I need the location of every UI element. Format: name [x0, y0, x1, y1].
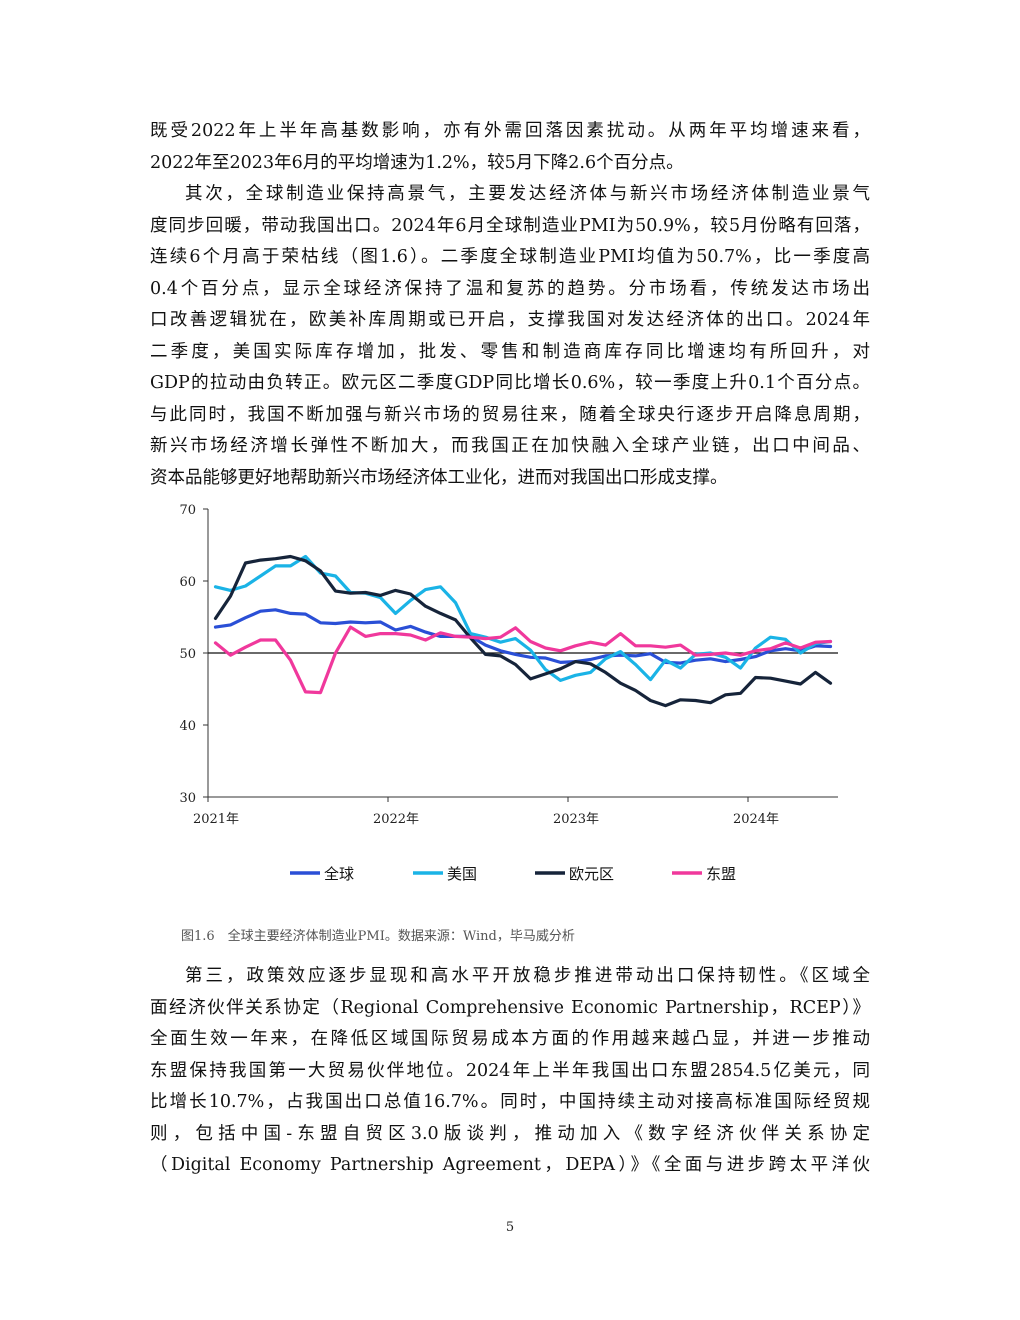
page-number: 5 [505, 1220, 515, 1235]
text-line: （Digital Economy Partnership Agreement，D… [150, 1155, 870, 1175]
text-line: GDP的拉动由负转正。欧元区二季度GDP同比增长0.6%，较一季度上升0.1个百… [150, 373, 870, 393]
legend-label: 东盟 [706, 865, 736, 883]
text-line: 其次，全球制造业保持高景气，主要发达经济体与新兴市场经济体制造业景气 [185, 184, 870, 204]
text-line: 连续6个月高于荣枯线（图1.6）。二季度全球制造业PMI均值为50.7%，比一季… [150, 247, 870, 267]
series-line-1 [213, 554, 833, 682]
text-line: 第三，政策效应逐步显现和高水平开放稳步推进带动出口保持韧性。《区域全 [185, 966, 870, 986]
paragraph-continued: 既受2022年上半年高基数影响，亦有外需回落因素扰动。从两年平均增速来看， 20… [150, 116, 870, 179]
figure-caption: 图1.6 全球主要经济体制造业PMI。数据来源：Wind，毕马威分析 [181, 929, 575, 944]
text-line: 2022年至2023年6月的平均增速为1.2%，较5月下降2.6个百分点。 [150, 152, 684, 173]
x-tick-label: 2021年 [193, 812, 239, 827]
text-line: 则，包括中国-东盟自贸区3.0版谈判，推动加入《数字经济伙伴关系协定 [150, 1123, 870, 1144]
text-line: 0.4个百分点，显示全球经济保持了温和复苏的趋势。分市场看，传统发达市场出 [150, 278, 870, 299]
text-line: 口改善逻辑犹在，欧美补库周期或已开启，支撑我国对发达经济体的出口。2024年 [150, 310, 870, 330]
series-line-2 [213, 554, 833, 708]
text-line: 度同步回暖，带动我国出口。2024年6月全球制造业PMI为50.9%，较5月份略… [150, 215, 870, 236]
y-tick-label: 60 [179, 575, 196, 590]
text-line: 资本品能够更好地帮助新兴市场经济体工业化，进而对我国出口形成支撑。 [150, 467, 728, 488]
y-tick-label: 40 [179, 719, 196, 734]
x-tick-label: 2022年 [373, 812, 419, 827]
text-line: 比增长10.7%，占我国出口总值16.7%。同时，中国持续主动对接高标准国际经贸… [150, 1092, 870, 1112]
x-tick-label: 2023年 [553, 812, 599, 827]
text-line: 东盟保持我国第一大贸易伙伴地位。2024年上半年我国出口东盟2854.5亿美元，… [150, 1060, 870, 1081]
text-line: 全面生效一年来，在降低区域国际贸易成本方面的作用越来越凸显，并进一步推动 [150, 1029, 870, 1049]
legend-label: 全球 [324, 865, 354, 883]
paragraph-policy-opening: 第三，政策效应逐步显现和高水平开放稳步推进带动出口保持韧性。《区域全 面经济伙伴… [150, 961, 870, 1182]
text-line: 与此同时，我国不断加强与新兴市场的贸易往来，随着全球央行逐步开启降息周期， [150, 404, 870, 425]
y-tick-label: 70 [179, 503, 196, 518]
y-tick-label: 30 [179, 791, 196, 806]
series-line-0 [213, 608, 833, 665]
text-line: 新兴市场经济增长弹性不断加大，而我国正在加快融入全球产业链，出口中间品、 [150, 436, 870, 456]
text-line: 既受2022年上半年高基数影响，亦有外需回落因素扰动。从两年平均增速来看， [150, 121, 870, 141]
y-tick-label: 50 [179, 647, 196, 662]
text-line: 二季度，美国实际库存增加，批发、零售和制造商库存同比增速均有所回升，对 [150, 341, 870, 362]
series-line-3 [213, 625, 833, 695]
text-line: 面经济伙伴关系协定（Regional Comprehensive Economi… [150, 997, 870, 1018]
paragraph-global-manufacturing: 其次，全球制造业保持高景气，主要发达经济体与新兴市场经济体制造业景气 度同步回暖… [150, 179, 870, 494]
legend-label: 欧元区 [569, 865, 614, 883]
x-tick-label: 2024年 [733, 812, 779, 827]
legend-label: 美国 [447, 865, 477, 883]
